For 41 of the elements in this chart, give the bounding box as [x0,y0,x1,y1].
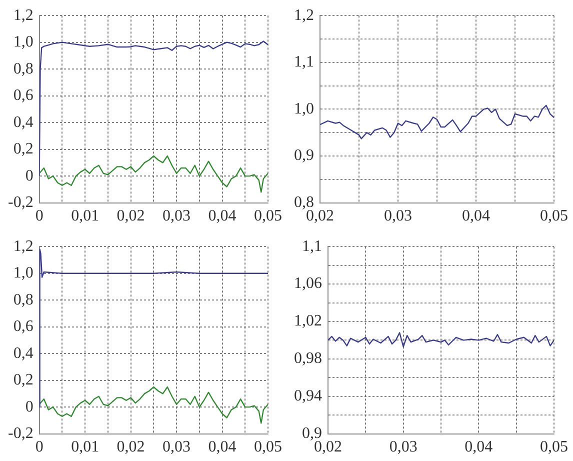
y-tick-label: 0,8 [13,290,34,308]
y-tick-label: 1,02 [294,312,322,330]
y-tick-label: 0 [25,167,34,184]
y-tick-label: 0,2 [13,140,34,158]
x-tick-label: 0,01 [71,438,100,456]
y-tick-label: 0,4 [13,344,34,362]
y-tick-label: 1,0 [13,264,34,282]
y-tick-label: 1,0 [13,34,34,51]
x-tick-label: 0,04 [208,208,236,225]
x-tick-label: 0,02 [116,438,145,456]
x-tick-label: 0,03 [162,208,191,225]
x-tick-label: 0,03 [384,208,412,225]
x-tick-label: 0,02 [116,208,145,225]
x-tick-label: 0,05 [540,438,568,456]
y-tick-label: 1,1 [294,54,314,71]
x-tick-label: 0,05 [540,208,568,225]
y-tick-label: 0,8 [13,60,34,78]
y-tick-label: 1,06 [294,274,322,292]
y-tick-label: 0,6 [13,87,34,104]
y-tick-label: 1,1 [302,237,322,254]
y-tick-label: 0,94 [294,387,322,404]
y-tick-label: -0,2 [8,194,34,212]
x-tick-label: 0,05 [254,438,282,456]
y-tick-label: 0,6 [13,318,34,335]
y-tick-label: 0,2 [13,371,34,388]
y-tick-label: 0,4 [13,114,34,131]
y-tick-label: 0,98 [294,350,322,367]
x-tick-label: 0,05 [254,208,282,225]
x-tick-label: 0,03 [389,438,418,456]
x-tick-label: 0,01 [71,208,100,225]
y-tick-label: 0,9 [294,147,314,164]
y-tick-label: 1,2 [294,6,314,24]
y-tick-label: -0,2 [8,424,34,442]
y-tick-label: 0 [25,398,34,415]
y-tick-label: 1,2 [13,6,34,24]
x-tick-label: 0,04 [462,208,490,225]
x-tick-label: 0,03 [162,438,191,456]
y-tick-label: 1,2 [13,237,34,254]
y-tick-label: 1,0 [294,100,314,118]
x-tick-label: 0,04 [208,438,236,456]
x-tick-label: 0,04 [464,438,493,456]
